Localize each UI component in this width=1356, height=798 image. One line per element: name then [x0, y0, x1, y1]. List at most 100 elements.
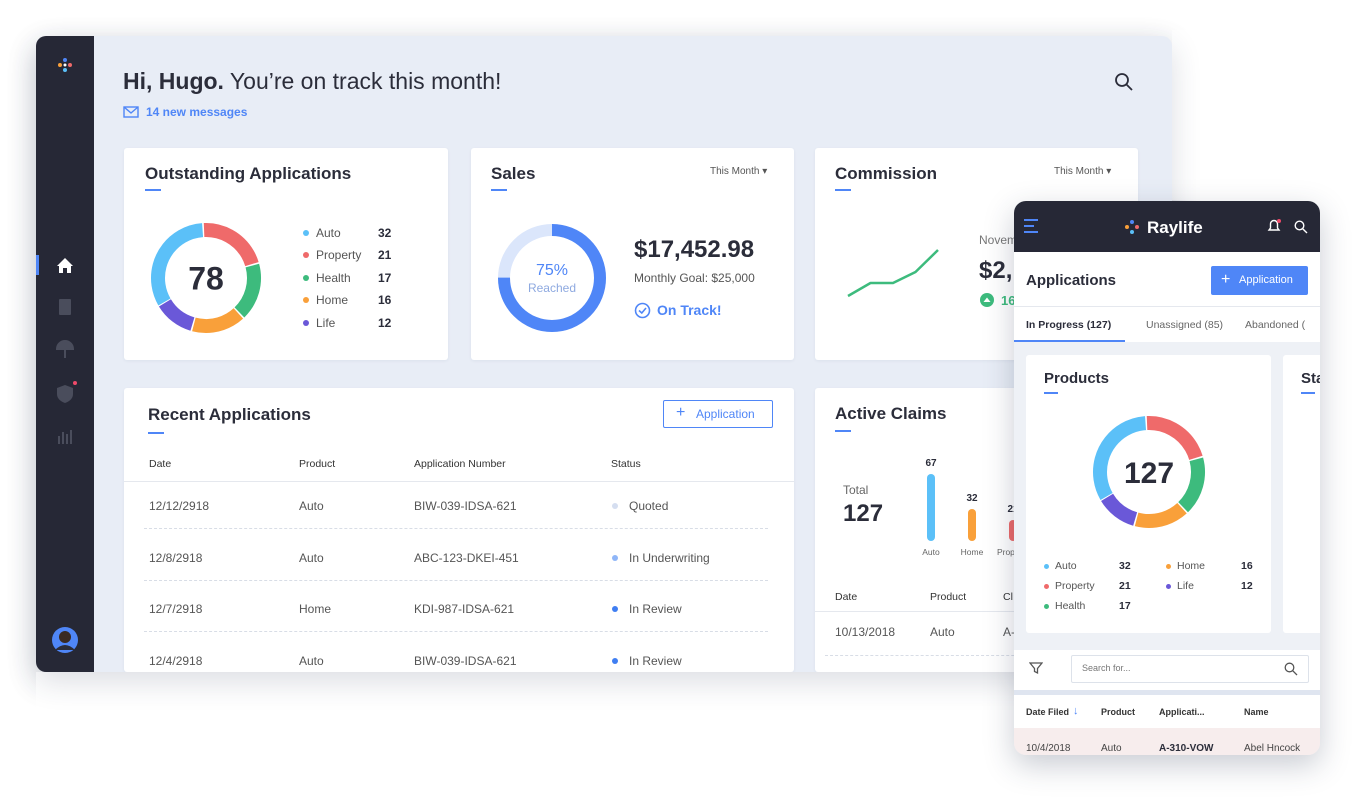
- mask: [1172, 30, 1356, 200]
- legend-dot: [1043, 603, 1049, 609]
- cell: In Underwriting: [629, 550, 710, 565]
- cell: Auto: [299, 550, 324, 565]
- row-divider: [144, 528, 768, 529]
- cell: In Review: [629, 653, 682, 668]
- card-title: Active Claims: [835, 404, 947, 423]
- legend-label: Life: [1177, 580, 1194, 592]
- legend-value: 12: [1241, 580, 1253, 592]
- legend-label: Life: [316, 315, 336, 330]
- column-header: Application Number: [414, 458, 506, 470]
- alert-dot: [73, 381, 77, 385]
- commission-month: Novem: [979, 233, 1018, 247]
- legend-label: Home: [1177, 560, 1206, 572]
- legend-label: Health: [1055, 600, 1086, 612]
- title-underline: [1301, 392, 1315, 394]
- cell: 12/4/2918: [149, 653, 203, 668]
- bell-icon[interactable]: [1266, 218, 1282, 234]
- add-application-button[interactable]: + Application: [663, 400, 773, 428]
- menu-icon[interactable]: [1024, 219, 1040, 233]
- column-header: Name: [1244, 707, 1269, 717]
- add-application-button[interactable]: + Application: [1211, 266, 1308, 295]
- second-card: [1283, 355, 1320, 633]
- bar: [927, 474, 935, 541]
- mobile-header: [1014, 201, 1320, 252]
- cell: A-310-VOW: [1159, 743, 1214, 754]
- cell: Auto: [930, 625, 955, 639]
- gauge-text: Reached: [527, 281, 577, 295]
- bar-category: Home: [961, 547, 984, 557]
- legend-label: Auto: [1055, 560, 1077, 572]
- search-bar: [1014, 650, 1320, 690]
- filter-icon[interactable]: [1029, 661, 1043, 675]
- legend-label: Auto: [316, 226, 341, 240]
- home-icon[interactable]: [57, 258, 73, 273]
- cell: In Review: [629, 602, 682, 616]
- bar-value: 67: [925, 458, 937, 469]
- gauge-percent: 75%: [535, 262, 569, 279]
- divider: [1014, 690, 1320, 695]
- umbrella-icon[interactable]: [55, 340, 75, 358]
- column-header: Date Filed: [1026, 707, 1070, 717]
- row-divider: [825, 655, 1125, 656]
- row-divider: [144, 631, 768, 632]
- search-icon[interactable]: [1294, 220, 1308, 234]
- sort-arrow[interactable]: ↓: [1073, 705, 1079, 717]
- messages-link[interactable]: 14 new messages: [146, 105, 248, 119]
- card-title: Sales: [491, 164, 536, 183]
- search-icon[interactable]: [1114, 72, 1134, 92]
- divider: [124, 481, 794, 482]
- legend-value: 32: [378, 226, 392, 240]
- tab: In Progress (127): [1026, 319, 1112, 331]
- legend-value: 21: [378, 248, 392, 263]
- mobile-window: Raylife Applications + Application In Pr…: [1014, 201, 1320, 755]
- greeting-text: You’re on track this month!: [229, 68, 502, 94]
- cell: Quoted: [629, 499, 669, 513]
- column-header: Product: [930, 591, 967, 603]
- plus: +: [1221, 271, 1231, 288]
- legend-dot: [303, 319, 309, 326]
- legend-label: Home: [316, 293, 349, 308]
- search-input[interactable]: Search for...: [1071, 655, 1309, 683]
- column-header: Product: [299, 458, 336, 470]
- status-dot: [612, 606, 618, 612]
- shield-icon[interactable]: [57, 385, 73, 403]
- donut-segment: [1093, 416, 1205, 528]
- clipboard-icon[interactable]: [59, 299, 71, 315]
- recent-card: [124, 388, 794, 672]
- cell: Abel Hncock: [1244, 743, 1301, 754]
- bar-category: Property: [997, 547, 1030, 557]
- legend-label: Health: [316, 270, 351, 285]
- cell: Auto: [1101, 743, 1122, 754]
- button-text: Application: [696, 407, 755, 421]
- donut-total: 127: [1124, 457, 1174, 490]
- greeting: Hi, Hugo. You’re on track this month!: [123, 70, 501, 93]
- up-icon: [980, 293, 994, 307]
- sales-goal: Monthly Goal: $25,000: [634, 271, 755, 285]
- column-header: Product: [1101, 707, 1136, 717]
- legend-value: 17: [378, 270, 392, 285]
- cell: 12/7/2918: [149, 602, 203, 616]
- sales-status: On Track!: [657, 302, 722, 318]
- cell: 12/12/2918: [149, 499, 210, 513]
- donut-segment: [1093, 416, 1205, 528]
- legend-value: 12: [378, 315, 392, 330]
- cell: KDI-987-IDSA-621: [414, 602, 515, 616]
- status-dot: [612, 657, 618, 664]
- mail-icon: [123, 106, 139, 118]
- outstanding-donut: 78: [151, 223, 261, 333]
- title-underline: [1044, 392, 1058, 394]
- sales-gauge: [498, 224, 606, 332]
- period-text: This Month: [1054, 166, 1104, 177]
- period-select[interactable]: This Month ▾: [710, 166, 768, 177]
- chart-icon[interactable]: [58, 430, 72, 444]
- commission-trend: [847, 249, 939, 298]
- avatar-body: [55, 645, 75, 650]
- cell: Home: [299, 602, 332, 616]
- commission-amount: $2,: [979, 257, 1013, 284]
- donut-segment: [151, 223, 261, 333]
- status-dot: [612, 503, 618, 509]
- divider: [815, 611, 1138, 612]
- donut-segment: [1093, 416, 1205, 528]
- commission-change: 16: [1001, 293, 1016, 308]
- period-select[interactable]: This Month ▾: [1054, 166, 1112, 177]
